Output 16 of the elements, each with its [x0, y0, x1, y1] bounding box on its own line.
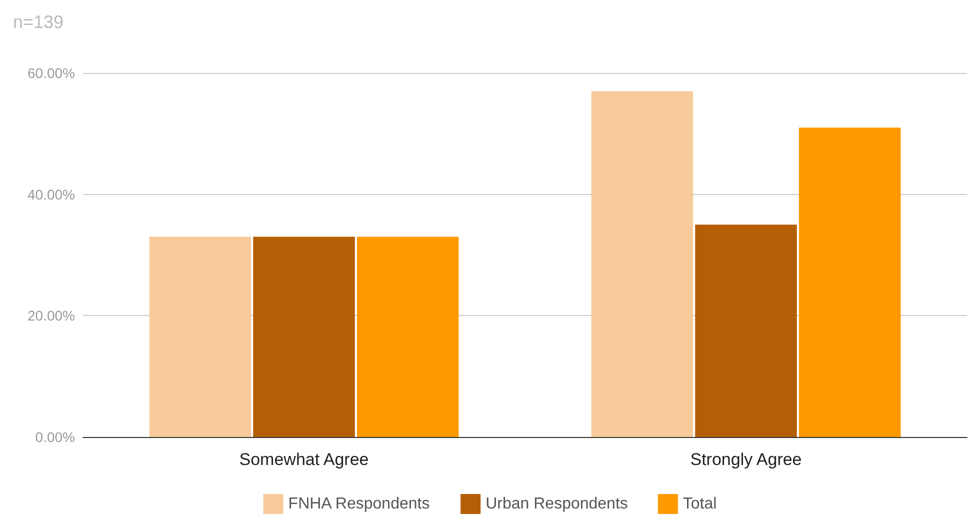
legend-label: Urban Respondents: [486, 496, 628, 512]
bar: [798, 128, 901, 437]
legend-label: Total: [682, 496, 717, 512]
chart-title: n=139: [13, 12, 64, 32]
y-tick-label: 0.00%: [35, 429, 75, 445]
bar: [149, 236, 252, 437]
x-tick-label: Strongly Agree: [690, 450, 802, 469]
bar: [591, 91, 694, 437]
y-tick-label: 40.00%: [28, 186, 75, 202]
y-tick-label: 60.00%: [28, 65, 75, 81]
bar: [253, 236, 355, 437]
x-tick-label: Somewhat Agree: [239, 450, 369, 469]
bar: [695, 224, 797, 437]
legend-label: FNHA Respondents: [288, 496, 430, 512]
bar: [356, 236, 459, 437]
y-tick-label: 20.00%: [28, 308, 75, 324]
